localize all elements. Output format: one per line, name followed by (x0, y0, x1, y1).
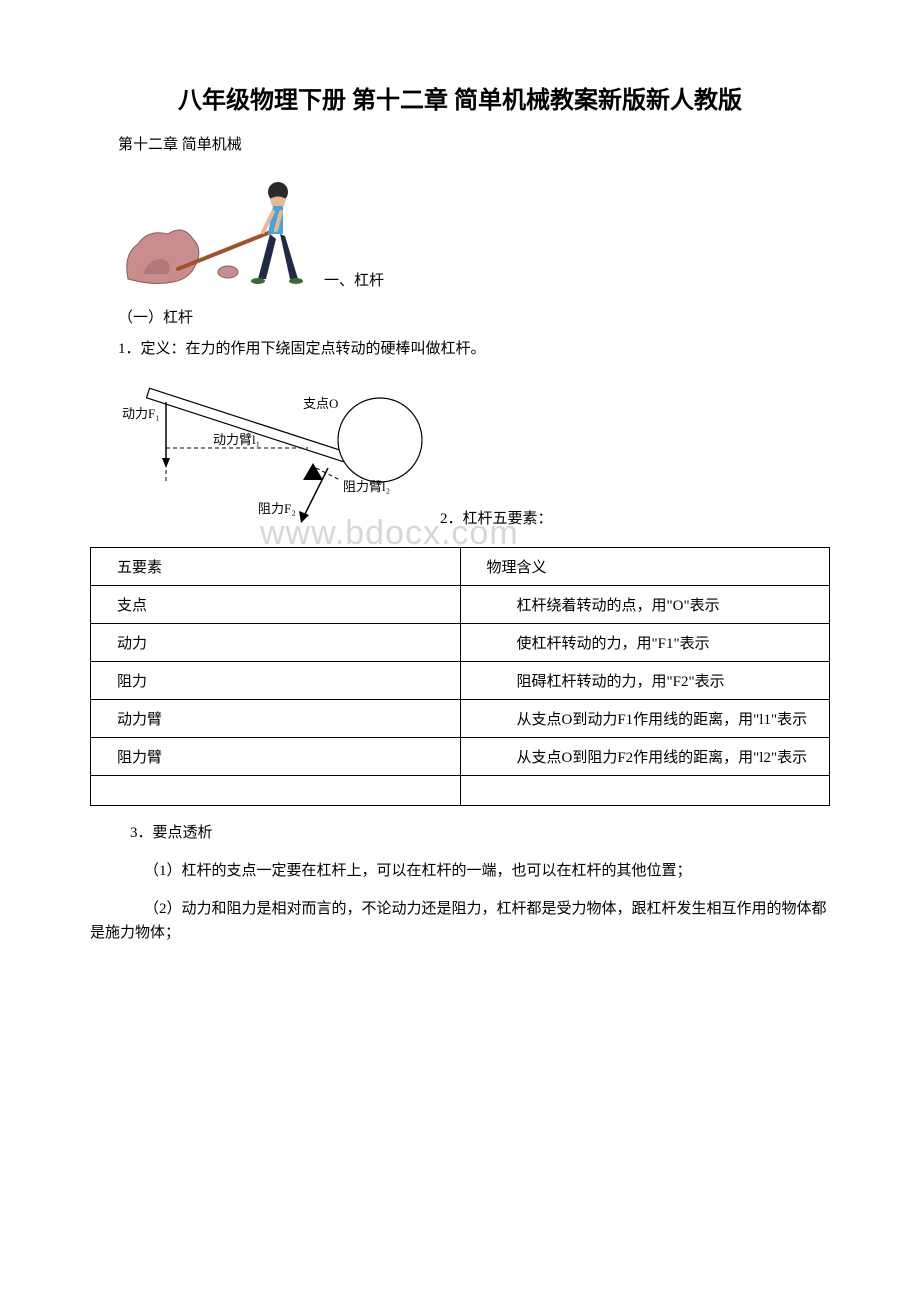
td-meaning: 从支点O到动力F1作用线的距离，用"l1"表示 (460, 700, 830, 738)
td-element: 支点 (91, 586, 461, 624)
diagram-f1-label: 动力F₁ (122, 406, 160, 421)
table-row: 支点 杠杆绕着转动的点，用"O"表示 (91, 586, 830, 624)
five-elements-table: 五要素 物理含义 支点 杠杆绕着转动的点，用"O"表示 动力 使杠杆转动的力，用… (90, 547, 830, 806)
diagram-l2-label: 阻力臂l₂ (343, 479, 390, 494)
lever-diagram: 动力F₁ 动力臂l₁ 支点O 阻力F₂ 阻力臂l₂ (118, 368, 428, 538)
td-element: 动力臂 (91, 700, 461, 738)
td-meaning: 从支点O到阻力F2作用线的距离，用"l2"表示 (460, 738, 830, 776)
table-row: 阻力臂 从支点O到阻力F2作用线的距离，用"l2"表示 (91, 738, 830, 776)
td-meaning: 杠杆绕着转动的点，用"O"表示 (460, 586, 830, 624)
td-element: 阻力 (91, 662, 461, 700)
section-1-label: 一、杠杆 (324, 269, 384, 290)
th-element: 五要素 (91, 548, 461, 586)
point-3-2: （2）动力和阻力是相对而言的，不论动力还是阻力，杠杆都是受力物体，跟杠杆发生相互… (90, 897, 830, 945)
point-3-1-text: （1）杠杆的支点一定要在杠杆上，可以在杠杆的一端，也可以在杠杆的其他位置； (144, 859, 830, 883)
heading-lever: （一）杠杆 (118, 306, 830, 327)
chapter-subtitle: 第十二章 简单机械 (118, 133, 830, 154)
definition-1: 1．定义：在力的作用下绕固定点转动的硬棒叫做杠杆。 (118, 337, 830, 358)
table-row: 动力 使杠杆转动的力，用"F1"表示 (91, 624, 830, 662)
td-meaning: 使杠杆转动的力，用"F1"表示 (460, 624, 830, 662)
table-empty-row (91, 776, 830, 806)
td-element: 阻力臂 (91, 738, 461, 776)
table-header-row: 五要素 物理含义 (91, 548, 830, 586)
table-row: 阻力 阻碍杠杆转动的力，用"F2"表示 (91, 662, 830, 700)
point-3-heading: 3．要点透析 (130, 822, 830, 845)
point-3-1: （1）杠杆的支点一定要在杠杆上，可以在杠杆的一端，也可以在杠杆的其他位置； (90, 859, 830, 883)
td-element: 动力 (91, 624, 461, 662)
table-row: 动力臂 从支点O到动力F1作用线的距离，用"l1"表示 (91, 700, 830, 738)
illustration-row: 一、杠杆 (90, 164, 830, 294)
diagram-o-label: 支点O (303, 396, 338, 411)
td-empty (91, 776, 461, 806)
point-3-2-text: （2）动力和阻力是相对而言的，不论动力还是阻力，杠杆都是受力物体，跟杠杆发生相互… (90, 897, 830, 945)
lever-person-illustration (118, 164, 318, 294)
diagram-row: 动力F₁ 动力臂l₁ 支点O 阻力F₂ 阻力臂l₂ 2．杠杆五要素： (90, 368, 830, 538)
td-meaning: 阻碍杠杆转动的力，用"F2"表示 (460, 662, 830, 700)
th-meaning: 物理含义 (460, 548, 830, 586)
td-empty (460, 776, 830, 806)
diagram-l1-label: 动力臂l₁ (213, 432, 260, 447)
page-title: 八年级物理下册 第十二章 简单机械教案新版新人教版 (90, 80, 830, 115)
